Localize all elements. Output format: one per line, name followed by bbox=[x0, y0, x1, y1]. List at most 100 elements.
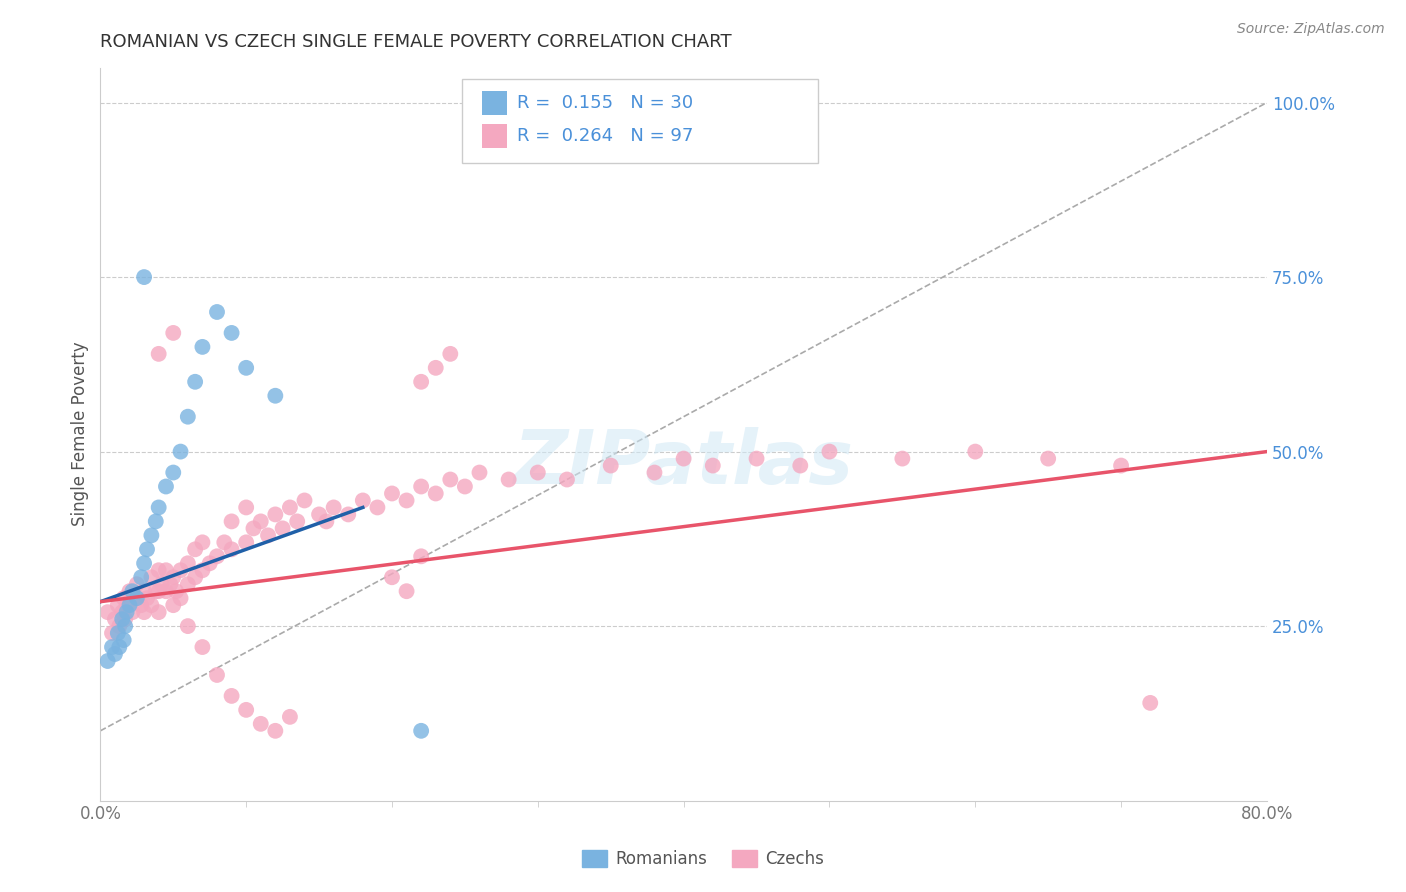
Point bbox=[111, 605, 134, 619]
Point bbox=[214, 535, 236, 549]
Point bbox=[115, 605, 138, 619]
Point bbox=[221, 326, 243, 340]
Point bbox=[111, 612, 134, 626]
Point bbox=[165, 584, 187, 599]
Point bbox=[184, 375, 207, 389]
Point bbox=[101, 626, 124, 640]
Point bbox=[425, 486, 447, 500]
Point bbox=[352, 493, 374, 508]
Point bbox=[425, 360, 447, 375]
Point bbox=[322, 500, 344, 515]
Point bbox=[141, 570, 163, 584]
Text: ROMANIAN VS CZECH SINGLE FEMALE POVERTY CORRELATION CHART: ROMANIAN VS CZECH SINGLE FEMALE POVERTY … bbox=[100, 33, 733, 51]
Point bbox=[162, 326, 184, 340]
Point bbox=[285, 515, 308, 529]
FancyBboxPatch shape bbox=[463, 78, 818, 163]
Point bbox=[155, 584, 177, 599]
Point bbox=[104, 647, 127, 661]
Text: R =  0.155   N = 30: R = 0.155 N = 30 bbox=[517, 94, 693, 112]
Point bbox=[242, 521, 264, 535]
Point bbox=[169, 591, 191, 606]
Point bbox=[148, 563, 170, 577]
Point bbox=[1139, 696, 1161, 710]
Y-axis label: Single Female Poverty: Single Female Poverty bbox=[72, 342, 89, 526]
Point bbox=[498, 473, 520, 487]
Point bbox=[125, 591, 148, 606]
Point bbox=[264, 389, 287, 403]
Point bbox=[155, 479, 177, 493]
Point bbox=[891, 451, 914, 466]
Point bbox=[107, 626, 129, 640]
Text: ZIPatlas: ZIPatlas bbox=[513, 427, 853, 500]
Point bbox=[235, 703, 257, 717]
Point bbox=[191, 535, 214, 549]
Point bbox=[125, 577, 148, 591]
Text: R =  0.264   N = 97: R = 0.264 N = 97 bbox=[517, 127, 693, 145]
Point bbox=[101, 640, 124, 654]
Point bbox=[136, 542, 159, 557]
Point bbox=[411, 549, 433, 564]
Point bbox=[162, 466, 184, 480]
Point bbox=[271, 521, 294, 535]
Point bbox=[121, 605, 143, 619]
Point bbox=[468, 466, 491, 480]
Point bbox=[162, 570, 184, 584]
Point bbox=[1109, 458, 1132, 473]
Point bbox=[148, 500, 170, 515]
Point bbox=[221, 689, 243, 703]
Point bbox=[184, 570, 207, 584]
Point bbox=[118, 584, 141, 599]
Point bbox=[129, 570, 152, 584]
Point bbox=[148, 584, 170, 599]
Point bbox=[555, 473, 578, 487]
Point bbox=[148, 605, 170, 619]
Point bbox=[672, 451, 695, 466]
Point bbox=[965, 444, 987, 458]
Point bbox=[132, 584, 155, 599]
Point bbox=[104, 612, 127, 626]
Point bbox=[337, 508, 360, 522]
Point bbox=[115, 598, 138, 612]
Point bbox=[107, 598, 129, 612]
Point bbox=[411, 375, 433, 389]
Point bbox=[132, 556, 155, 570]
Point bbox=[205, 668, 228, 682]
Point bbox=[118, 598, 141, 612]
Point bbox=[439, 347, 461, 361]
Point bbox=[177, 556, 200, 570]
FancyBboxPatch shape bbox=[482, 91, 508, 115]
Point bbox=[191, 340, 214, 354]
Point bbox=[114, 619, 136, 633]
Point bbox=[599, 458, 621, 473]
Point bbox=[129, 598, 152, 612]
Point bbox=[702, 458, 724, 473]
Point bbox=[132, 270, 155, 285]
Point bbox=[235, 500, 257, 515]
Point bbox=[150, 577, 173, 591]
Point bbox=[395, 493, 418, 508]
Point bbox=[155, 563, 177, 577]
Point bbox=[1036, 451, 1059, 466]
Legend: Romanians, Czechs: Romanians, Czechs bbox=[575, 843, 831, 875]
Point bbox=[191, 640, 214, 654]
Point bbox=[145, 584, 167, 599]
Point bbox=[249, 515, 271, 529]
Point bbox=[278, 500, 301, 515]
Point bbox=[108, 619, 131, 633]
Text: Source: ZipAtlas.com: Source: ZipAtlas.com bbox=[1237, 22, 1385, 37]
Point bbox=[184, 542, 207, 557]
Point bbox=[205, 305, 228, 319]
Point bbox=[315, 515, 337, 529]
Point bbox=[97, 654, 120, 668]
Point bbox=[789, 458, 811, 473]
Point bbox=[169, 563, 191, 577]
Point bbox=[198, 556, 221, 570]
Point bbox=[818, 444, 841, 458]
Point bbox=[264, 723, 287, 738]
Point bbox=[114, 612, 136, 626]
Point bbox=[141, 598, 163, 612]
Point bbox=[136, 591, 159, 606]
FancyBboxPatch shape bbox=[482, 124, 508, 148]
Point bbox=[294, 493, 316, 508]
Point bbox=[108, 640, 131, 654]
